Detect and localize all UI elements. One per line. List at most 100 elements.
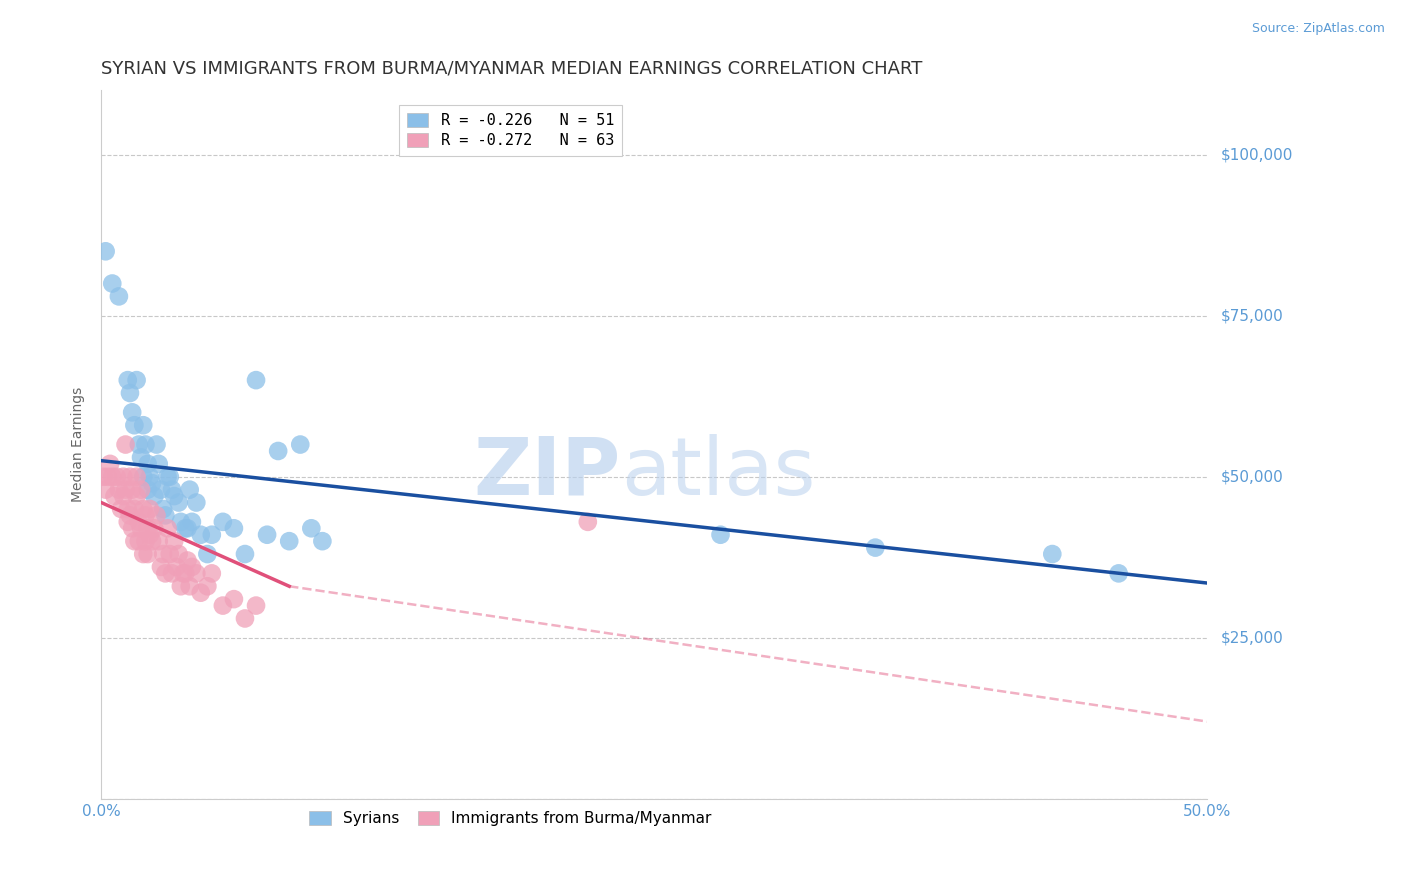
Point	[94, 244, 117, 259]
Text: SYRIAN VS IMMIGRANTS FROM BURMA/MYANMAR MEDIAN EARNINGS CORRELATION CHART: SYRIAN VS IMMIGRANTS FROM BURMA/MYANMAR …	[101, 60, 922, 78]
Point	[149, 483, 172, 497]
Point	[576, 515, 599, 529]
Point	[143, 489, 166, 503]
Point	[128, 437, 150, 451]
Point	[278, 534, 301, 549]
Text: ZIP: ZIP	[474, 434, 621, 512]
Point	[117, 502, 139, 516]
Point	[212, 599, 235, 613]
Point	[156, 469, 179, 483]
Point	[136, 547, 159, 561]
Point	[156, 521, 179, 535]
Point	[143, 521, 166, 535]
Point	[117, 373, 139, 387]
Point	[195, 579, 218, 593]
Point	[256, 527, 278, 541]
Text: $100,000: $100,000	[1220, 147, 1292, 162]
Point	[176, 521, 198, 535]
Point	[170, 579, 193, 593]
Point	[152, 547, 174, 561]
Point	[101, 469, 124, 483]
Point	[132, 469, 155, 483]
Point	[108, 483, 131, 497]
Point	[159, 547, 181, 561]
Point	[212, 515, 235, 529]
Point	[145, 437, 167, 451]
Point	[148, 457, 170, 471]
Point	[108, 289, 131, 303]
Point	[112, 489, 135, 503]
Legend: Syrians, Immigrants from Burma/Myanmar: Syrians, Immigrants from Burma/Myanmar	[302, 803, 720, 834]
Point	[124, 502, 146, 516]
Point	[165, 560, 187, 574]
Point	[170, 515, 193, 529]
Text: atlas: atlas	[621, 434, 815, 512]
Point	[190, 527, 212, 541]
Point	[129, 521, 152, 535]
Point	[167, 547, 190, 561]
Point	[132, 502, 155, 516]
Point	[139, 502, 162, 516]
Point	[186, 566, 208, 581]
Point	[159, 469, 181, 483]
Point	[155, 508, 177, 523]
Point	[201, 566, 224, 581]
Point	[148, 534, 170, 549]
Point	[132, 418, 155, 433]
Point	[233, 547, 256, 561]
Point	[134, 437, 156, 451]
Point	[97, 469, 120, 483]
Point	[865, 541, 887, 555]
Point	[98, 457, 121, 471]
Point	[105, 469, 128, 483]
Point	[139, 469, 162, 483]
Point	[174, 521, 197, 535]
Point	[201, 527, 224, 541]
Point	[118, 386, 141, 401]
Point	[179, 579, 201, 593]
Point	[128, 534, 150, 549]
Point	[245, 599, 267, 613]
Point	[195, 547, 218, 561]
Point	[299, 521, 322, 535]
Point	[152, 502, 174, 516]
Point	[125, 489, 148, 503]
Point	[155, 566, 177, 581]
Point	[114, 437, 136, 451]
Point	[163, 489, 186, 503]
Point	[186, 495, 208, 509]
Point	[110, 502, 132, 516]
Point	[125, 373, 148, 387]
Point	[125, 469, 148, 483]
Point	[117, 515, 139, 529]
Point	[121, 405, 143, 419]
Text: $75,000: $75,000	[1220, 309, 1284, 323]
Point	[222, 592, 245, 607]
Point	[190, 585, 212, 599]
Point	[1108, 566, 1130, 581]
Point	[141, 476, 163, 491]
Y-axis label: Median Earnings: Median Earnings	[72, 387, 86, 502]
Point	[139, 527, 162, 541]
Point	[222, 521, 245, 535]
Point	[267, 444, 290, 458]
Point	[174, 566, 197, 581]
Point	[114, 483, 136, 497]
Point	[118, 469, 141, 483]
Point	[179, 483, 201, 497]
Point	[163, 534, 186, 549]
Point	[136, 457, 159, 471]
Text: Source: ZipAtlas.com: Source: ZipAtlas.com	[1251, 22, 1385, 36]
Point	[124, 534, 146, 549]
Point	[180, 515, 202, 529]
Point	[160, 483, 183, 497]
Point	[141, 534, 163, 549]
Point	[145, 508, 167, 523]
Point	[709, 527, 731, 541]
Point	[121, 483, 143, 497]
Point	[134, 534, 156, 549]
Point	[101, 277, 124, 291]
Point	[233, 611, 256, 625]
Point	[129, 483, 152, 497]
Point	[94, 483, 117, 497]
